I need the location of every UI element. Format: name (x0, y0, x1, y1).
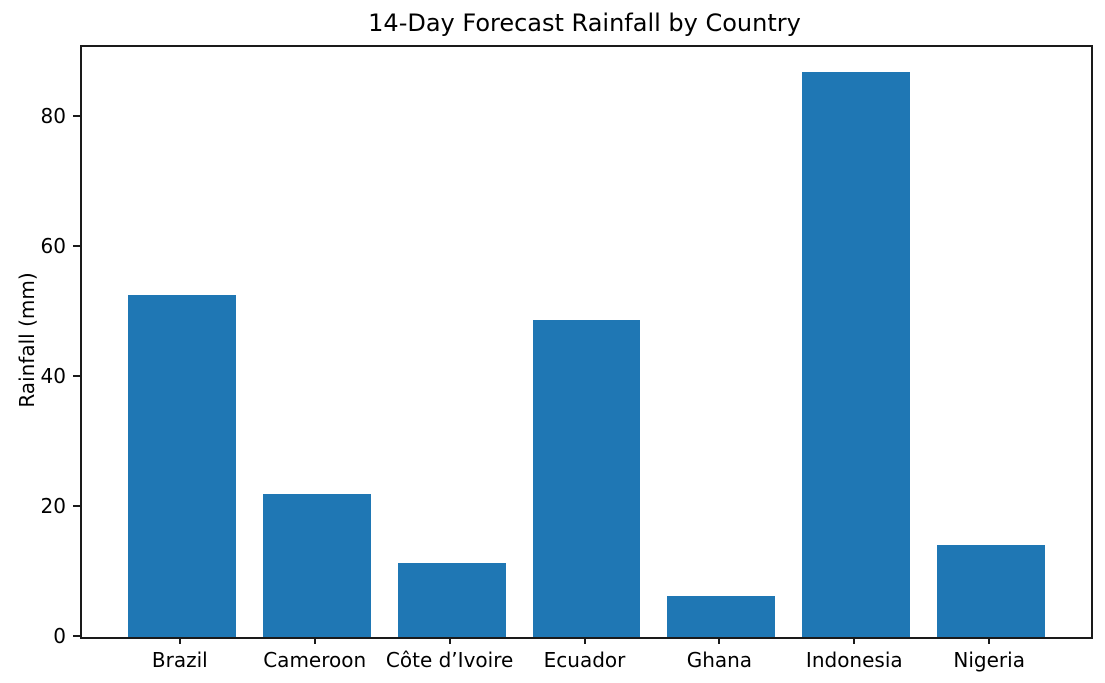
y-tick-mark (73, 505, 80, 508)
x-tick-label-brazil: Brazil (151, 648, 208, 672)
plot-area (80, 45, 1093, 639)
y-tick-label-60: 60 (40, 234, 66, 259)
x-tick-label-indonesia: Indonesia (805, 648, 903, 672)
x-tick-mark (313, 637, 316, 644)
x-tick-label-ecuador: Ecuador (543, 648, 626, 672)
bar-cameroon (262, 494, 371, 637)
y-tick-mark (73, 375, 80, 378)
y-tick-label-80: 80 (40, 104, 66, 129)
bar-ecuador (532, 319, 641, 637)
y-tick-label-20: 20 (40, 494, 66, 519)
bar-brazil (127, 294, 236, 637)
x-tick-mark (448, 637, 451, 644)
y-tick-mark (73, 635, 80, 637)
x-tick-label-nigeria: Nigeria (953, 648, 1025, 672)
x-tick-label-cameroon: Cameroon (263, 648, 367, 672)
y-tick-mark (73, 245, 80, 248)
y-tick-mark (73, 115, 80, 118)
x-tick-mark (718, 637, 721, 644)
y-tick-label-0: 0 (53, 624, 66, 648)
y-tick-label-40: 40 (40, 364, 66, 389)
chart-title: 14-Day Forecast Rainfall by Country (368, 9, 801, 37)
x-tick-label-c-te-d-ivoire: Côte d’Ivoire (385, 648, 514, 672)
bar-ghana (667, 596, 776, 637)
x-tick-mark (988, 637, 991, 644)
x-tick-mark (178, 637, 181, 644)
x-tick-mark (583, 637, 586, 644)
x-tick-mark (853, 637, 856, 644)
bar-c-te-d-ivoire (397, 562, 506, 637)
x-tick-label-ghana: Ghana (686, 648, 753, 672)
bar-indonesia (802, 72, 911, 637)
bar-nigeria (937, 544, 1046, 637)
